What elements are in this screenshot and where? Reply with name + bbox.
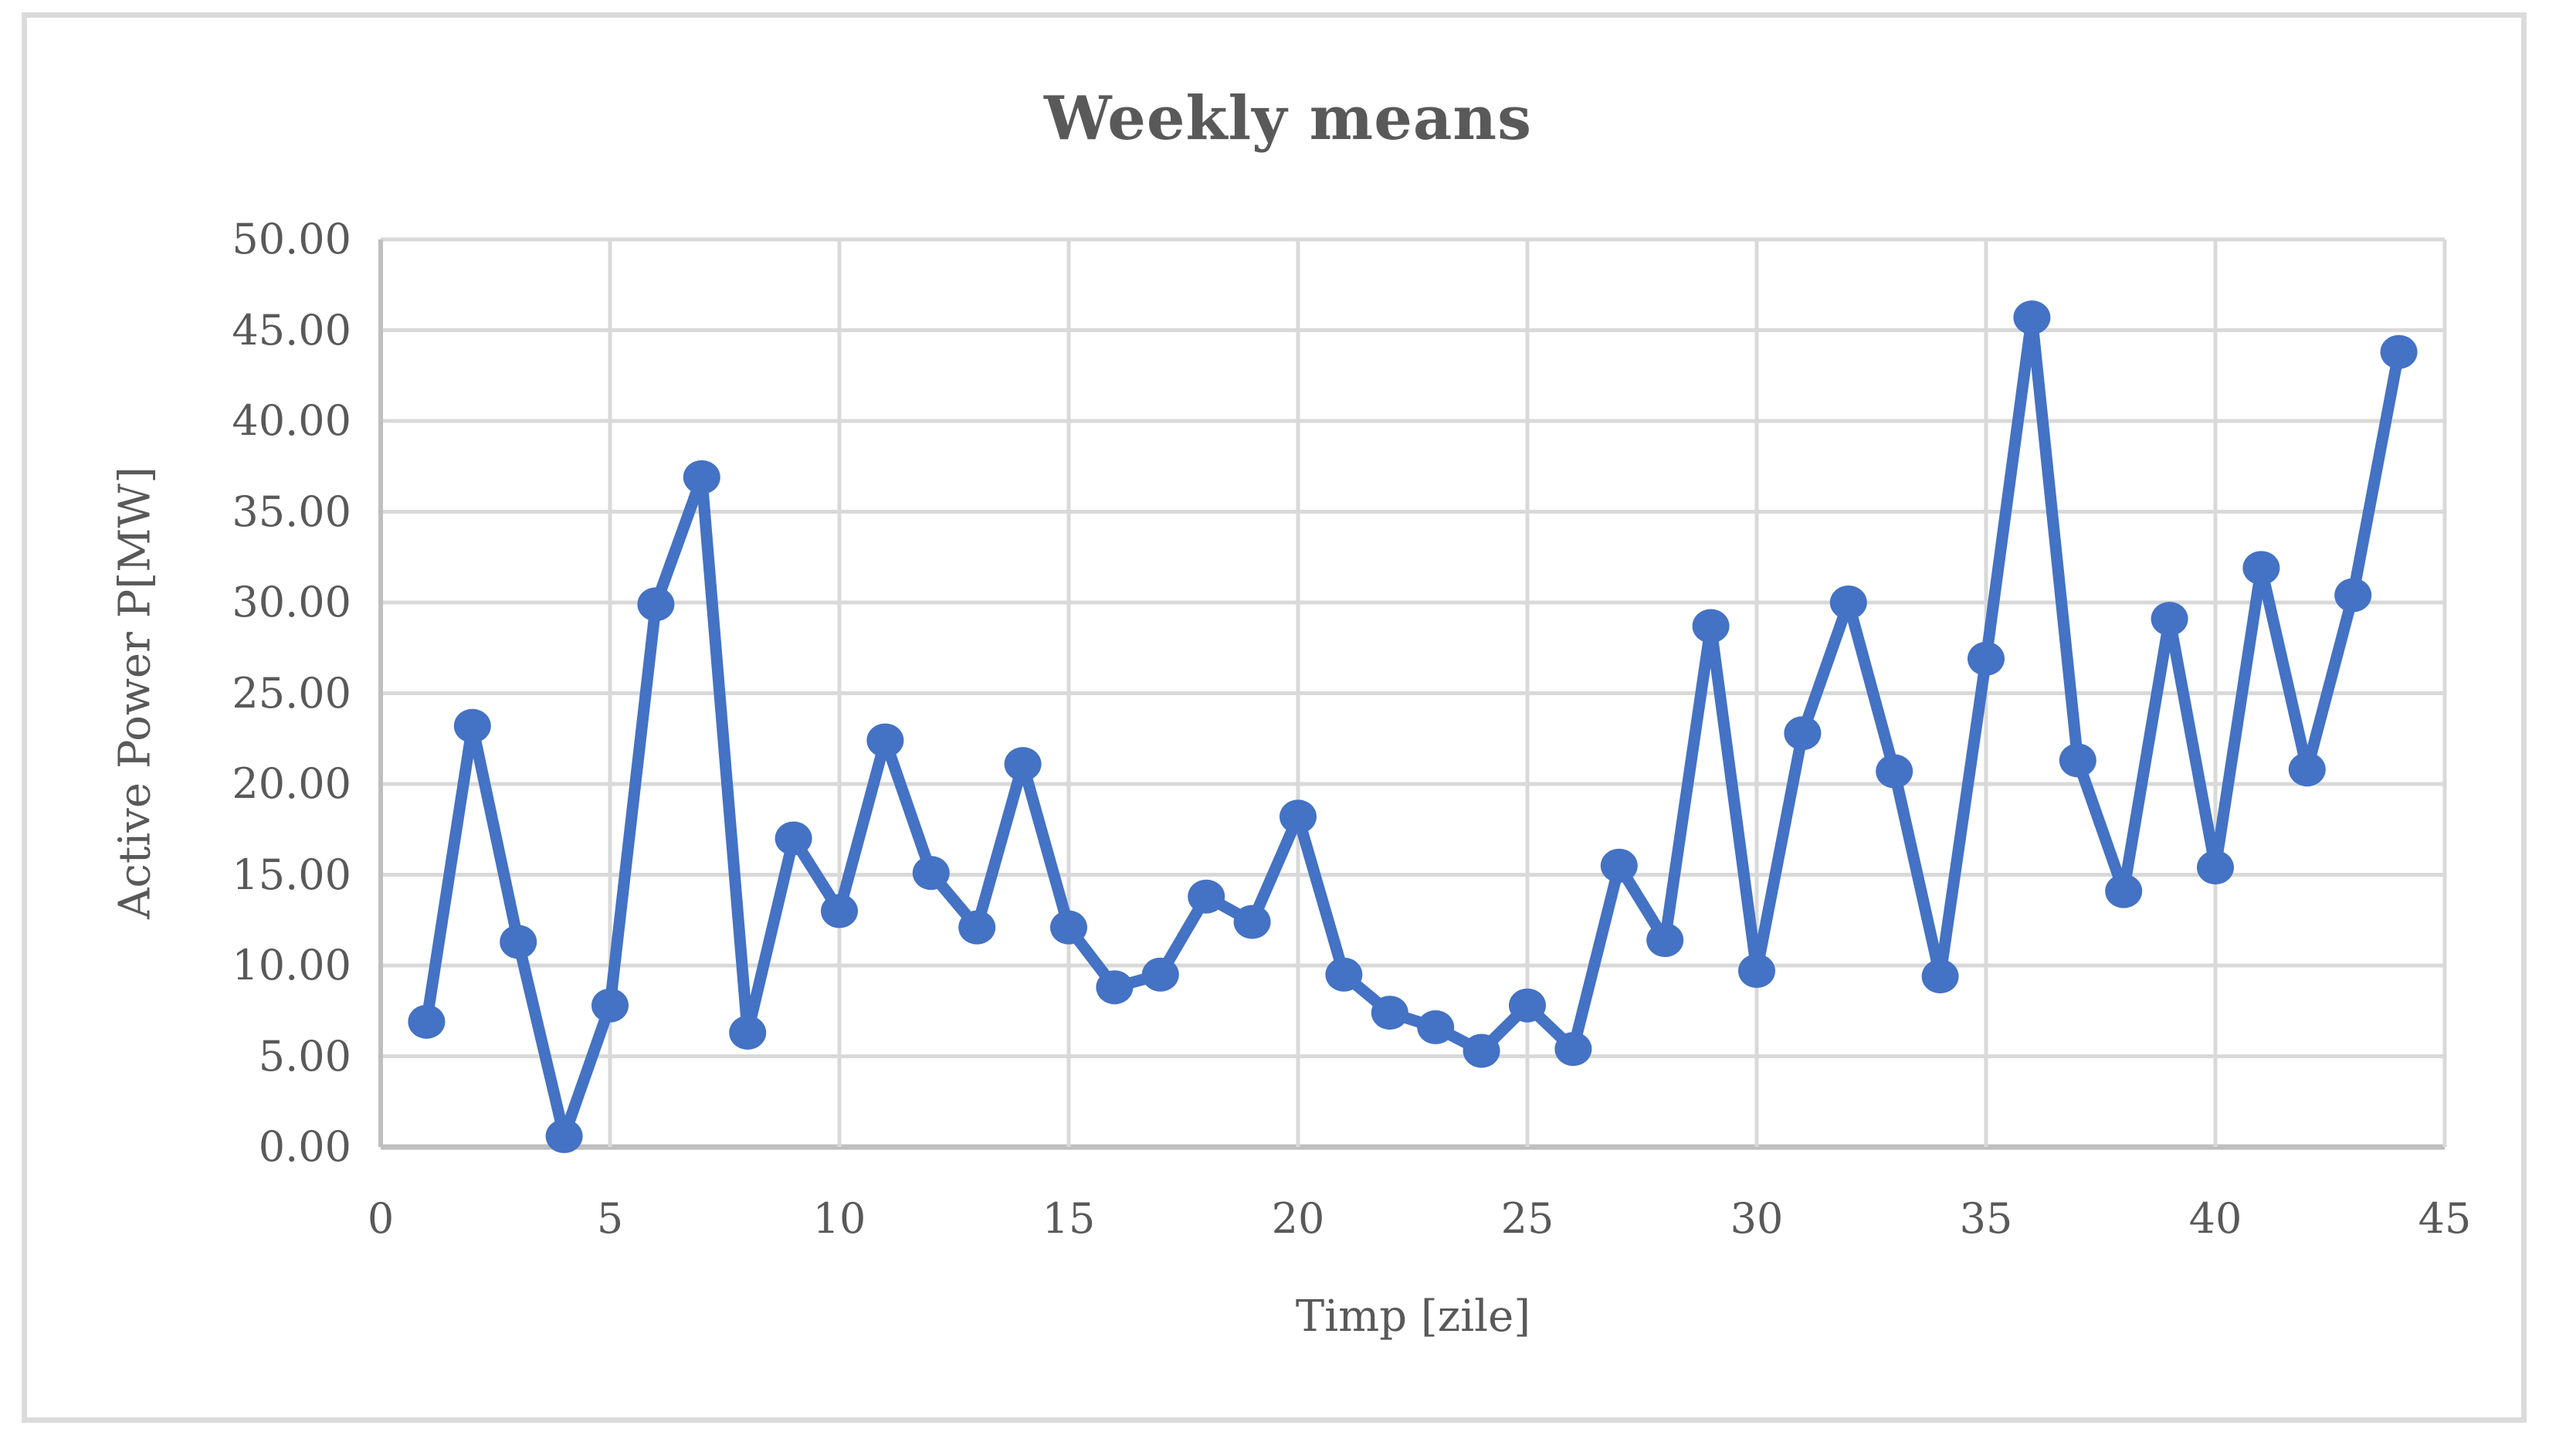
data-point — [2242, 551, 2280, 585]
data-point — [408, 1004, 446, 1039]
data-point — [774, 821, 812, 856]
data-point — [1921, 959, 1959, 994]
y-tick-label: 15.00 — [232, 850, 351, 899]
x-tick-label: 5 — [596, 1194, 624, 1243]
y-tick-label: 0.00 — [258, 1122, 351, 1171]
data-point — [1096, 970, 1134, 1005]
data-point — [1968, 641, 2005, 676]
y-tick-label: 45.00 — [232, 305, 351, 355]
x-axis-title: Timp [zile] — [1295, 1291, 1531, 1342]
data-point — [1325, 957, 1363, 992]
x-tick-label: 20 — [1271, 1194, 1325, 1243]
data-point — [683, 460, 720, 494]
data-point — [2151, 602, 2188, 636]
x-tick-label: 45 — [2418, 1194, 2472, 1243]
data-point — [729, 1015, 767, 1050]
data-point — [2197, 850, 2234, 885]
data-point — [821, 894, 858, 928]
data-point — [1509, 988, 1546, 1023]
data-point — [1233, 904, 1271, 939]
x-tick-label: 30 — [1730, 1194, 1784, 1243]
data-point — [1876, 754, 1913, 789]
data-point — [637, 587, 675, 622]
data-point — [2059, 743, 2096, 778]
y-tick-label: 25.00 — [232, 668, 351, 718]
x-tick-label: 25 — [1500, 1194, 1554, 1243]
data-point — [866, 723, 904, 758]
data-point — [1784, 716, 1822, 751]
data-point — [912, 856, 950, 891]
data-point — [1371, 996, 1408, 1030]
data-point — [1417, 1010, 1455, 1044]
data-point — [1188, 879, 1225, 914]
y-tick-label: 20.00 — [232, 759, 351, 808]
data-point — [1554, 1032, 1592, 1067]
data-point — [2288, 752, 2326, 787]
data-point — [1829, 585, 1867, 619]
x-tick-label: 40 — [2188, 1194, 2242, 1243]
series-line — [420, 311, 2405, 1142]
data-point — [1141, 957, 1179, 992]
x-tick-label: 0 — [367, 1194, 395, 1243]
data-point — [1600, 848, 1638, 883]
x-axis-title-wrap: Timp [zile] — [0, 1291, 2576, 1342]
chart-title: Weekly means — [1044, 83, 1532, 154]
data-point — [2334, 578, 2372, 613]
y-tick-label: 10.00 — [232, 941, 351, 989]
data-point — [1050, 910, 1087, 945]
y-tick-label: 40.00 — [232, 396, 351, 445]
data-point — [2013, 300, 2051, 335]
y-tick-label: 5.00 — [258, 1031, 351, 1081]
data-point — [1004, 747, 1042, 782]
data-point — [500, 925, 537, 959]
y-tick-label: 30.00 — [232, 578, 351, 626]
y-tick-label: 50.00 — [232, 215, 351, 263]
data-point — [591, 988, 629, 1023]
data-point — [1463, 1033, 1500, 1068]
data-point — [1738, 954, 1775, 989]
y-tick-label: 35.00 — [232, 487, 351, 536]
data-point — [545, 1118, 583, 1153]
data-point — [2380, 334, 2418, 369]
data-point — [1280, 799, 1317, 834]
data-point — [2105, 874, 2143, 908]
data-point — [1692, 609, 1730, 643]
x-tick-label: 35 — [1959, 1194, 2013, 1243]
figure-border — [22, 12, 2527, 1423]
data-point — [958, 910, 996, 945]
x-tick-label: 10 — [812, 1194, 866, 1243]
data-point — [453, 708, 491, 743]
x-tick-label: 15 — [1042, 1194, 1096, 1243]
data-point — [1646, 923, 1684, 958]
